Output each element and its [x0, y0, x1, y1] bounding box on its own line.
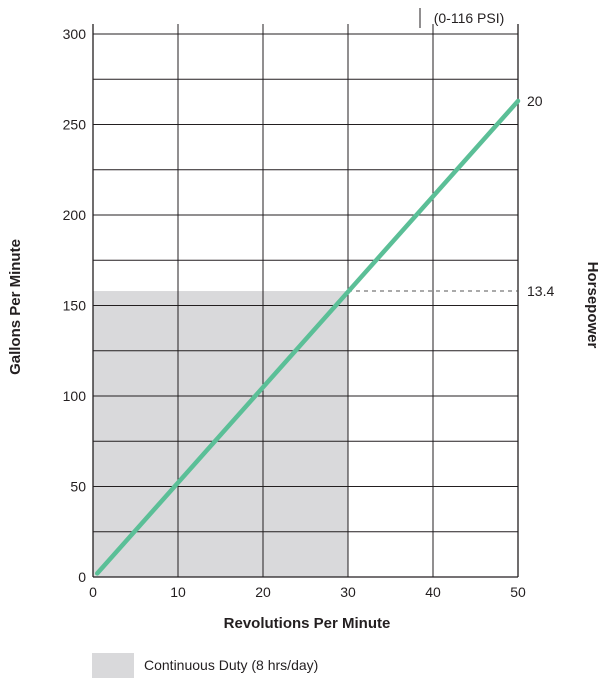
y-tick-labels: 0 50 100 150 200 250 300: [63, 26, 87, 585]
x-tick-labels: 0 10 20 30 40 50: [89, 584, 526, 600]
y-tick-label: 150: [63, 298, 87, 314]
x-axis-title: Revolutions Per Minute: [224, 615, 391, 632]
gpm-series-line: [95, 98, 521, 576]
y-tick-label: 250: [63, 117, 87, 133]
legend-label: Continuous Duty (8 hrs/day): [144, 657, 319, 673]
pressure-annotation: (0-116 PSI): [434, 10, 505, 26]
x-tick-label: 10: [170, 584, 186, 600]
y-tick-label: 200: [63, 207, 87, 223]
y-axis-title: Gallons Per Minute: [7, 239, 24, 375]
x-tick-label: 0: [89, 584, 97, 600]
x-tick-label: 20: [255, 584, 271, 600]
horsepower-labels: 20 13.4: [527, 93, 554, 299]
x-tick-label: 50: [510, 584, 526, 600]
y2-axis-title: Horsepower: [584, 262, 601, 349]
x-tick-label: 40: [425, 584, 441, 600]
y-tick-label: 300: [63, 26, 87, 42]
gpm-rpm-chart: 0 10 20 30 40 50 0 50 100 150 200 250 300 20 13.4 (0…: [7, 8, 601, 632]
horsepower-label: 13.4: [527, 283, 554, 299]
y-tick-label: 100: [63, 388, 87, 404]
y-tick-label: 0: [78, 569, 86, 585]
grid: [92, 8, 519, 578]
y-tick-label: 50: [70, 479, 86, 495]
x-tick-label: 30: [340, 584, 356, 600]
horsepower-label: 20: [527, 93, 543, 109]
legend-swatch: [92, 652, 134, 678]
legend: Continuous Duty (8 hrs/day): [92, 652, 318, 678]
